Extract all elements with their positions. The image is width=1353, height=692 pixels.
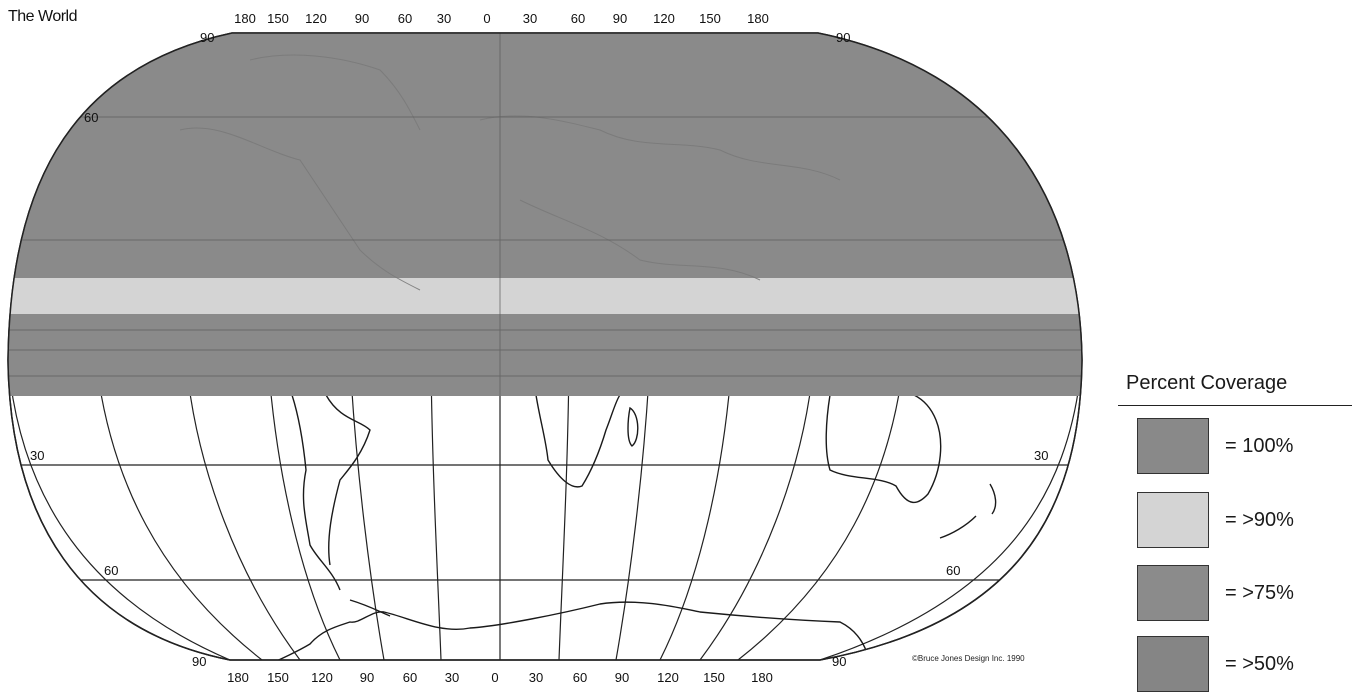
coverage-band-90-equator — [8, 278, 1082, 314]
lat-label-bottom-right: 90 — [832, 654, 846, 669]
legend-label-90: = >90% — [1225, 508, 1294, 531]
legend-title: Percent Coverage — [1126, 372, 1288, 394]
lat-label-north-60: 60 — [84, 110, 98, 125]
lat-label-bottom-left: 90 — [192, 654, 206, 669]
lon-label-top-4: 60 — [398, 11, 412, 26]
lat-label-30-left: 30 — [30, 448, 44, 463]
lat-label-60-right: 60 — [946, 563, 960, 578]
lon-label-top-7: 30 — [523, 11, 537, 26]
legend-swatch-100 — [1137, 418, 1209, 474]
lat-label-60-left: 60 — [104, 563, 118, 578]
legend-label-100: = 100% — [1225, 434, 1294, 457]
lon-label-top-5: 30 — [437, 11, 451, 26]
copyright-text: ©Bruce Jones Design Inc. 1990 — [912, 654, 1025, 663]
coverage-band-100-north — [8, 33, 1082, 278]
legend-item-90: = >90% — [1137, 492, 1294, 548]
lon-label-bottom-12: 180 — [751, 670, 773, 685]
lon-label-bottom-9: 90 — [615, 670, 629, 685]
lon-label-top-9: 90 — [613, 11, 627, 26]
lon-label-bottom-3: 90 — [360, 670, 374, 685]
lon-label-bottom-5: 30 — [445, 670, 459, 685]
legend-swatch-75 — [1137, 565, 1209, 621]
longitude-labels-top: 180 150 120 90 60 30 0 30 60 90 120 150 180 — [234, 11, 769, 26]
lon-label-bottom-10: 120 — [657, 670, 679, 685]
lon-label-top-1: 150 — [267, 11, 289, 26]
lon-label-bottom-11: 150 — [703, 670, 725, 685]
lon-label-top-12: 180 — [747, 11, 769, 26]
legend-item-75: = >75% — [1137, 565, 1294, 621]
legend-item-100: = 100% — [1137, 418, 1293, 474]
lon-label-top-8: 60 — [571, 11, 585, 26]
lat-label-30-right: 30 — [1034, 448, 1048, 463]
lon-label-bottom-2: 120 — [311, 670, 333, 685]
map-title: The World — [8, 8, 78, 25]
longitude-labels-bottom: 180 150 120 90 60 30 0 30 60 90 120 150 180 — [227, 670, 773, 685]
lon-label-top-6: 0 — [483, 11, 490, 26]
continent-outlines — [197, 394, 997, 660]
lon-label-top-0: 180 — [234, 11, 256, 26]
lat-label-top-right: 90 — [836, 30, 850, 45]
coverage-band-100-south — [8, 314, 1082, 396]
legend-label-75: = >75% — [1225, 581, 1294, 604]
lon-label-bottom-1: 150 — [267, 670, 289, 685]
lon-label-top-2: 120 — [305, 11, 327, 26]
lon-label-top-11: 150 — [699, 11, 721, 26]
lon-label-bottom-6: 0 — [491, 670, 498, 685]
legend-swatch-90 — [1137, 492, 1209, 548]
legend-item-50: = >50% — [1137, 636, 1294, 692]
lon-label-bottom-0: 180 — [227, 670, 249, 685]
legend-divider — [1118, 405, 1352, 406]
lon-label-top-10: 120 — [653, 11, 675, 26]
legend-swatch-50 — [1137, 636, 1209, 692]
lon-label-bottom-4: 60 — [403, 670, 417, 685]
lon-label-bottom-7: 30 — [529, 670, 543, 685]
lat-label-top-left: 90 — [200, 30, 214, 45]
lon-label-bottom-8: 60 — [573, 670, 587, 685]
globe-border — [7, 32, 1083, 661]
legend-label-50: = >50% — [1225, 652, 1294, 675]
lon-label-top-3: 90 — [355, 11, 369, 26]
